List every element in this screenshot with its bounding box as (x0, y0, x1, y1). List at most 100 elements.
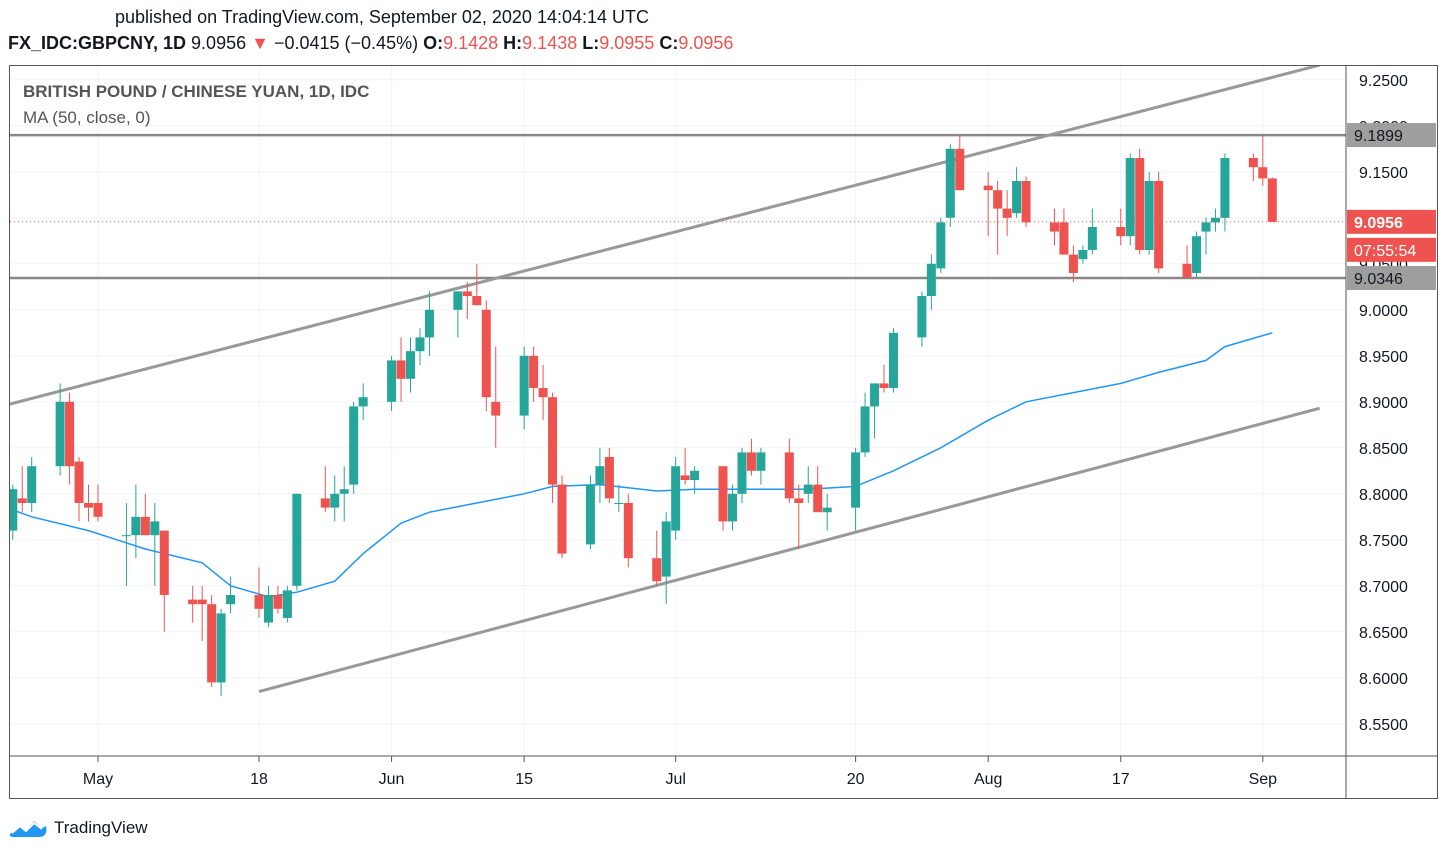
candle-body (159, 530, 169, 595)
candle-body (661, 521, 671, 577)
candle-body (557, 484, 567, 554)
price-label-box (1347, 209, 1436, 234)
candle-body (481, 309, 491, 398)
candle-body (671, 466, 681, 531)
candle-body (10, 489, 18, 531)
candle-body (1021, 181, 1031, 223)
candle-body (140, 516, 150, 536)
candle-body (955, 148, 965, 191)
candle-body (794, 498, 804, 503)
x-tick-label: Sep (1249, 771, 1278, 788)
candle-body (17, 498, 27, 503)
candle-body (860, 406, 870, 453)
candle-body (216, 613, 226, 683)
candle-body (1002, 208, 1012, 218)
y-tick-label: 8.9500 (1359, 349, 1408, 366)
candle-body (746, 452, 756, 471)
candle-body (1220, 158, 1230, 218)
y-tick-label: 8.9000 (1359, 395, 1408, 412)
candle-body (121, 535, 131, 537)
candle-body (1248, 158, 1258, 168)
candle-body (614, 503, 624, 504)
down-arrow-icon: ▼ (251, 33, 269, 53)
candle-body (358, 397, 368, 407)
x-tick-label: 20 (847, 771, 865, 788)
y-tick-label: 9.0000 (1359, 303, 1408, 320)
candle-body (320, 498, 330, 508)
candle-body (1201, 222, 1211, 232)
candle-body (870, 383, 880, 407)
candle-body (756, 452, 766, 471)
candle-body (84, 503, 94, 508)
candle-body (254, 595, 264, 609)
candle-body (1087, 227, 1097, 250)
candle-body (491, 401, 501, 416)
x-tick-label: Aug (974, 771, 1002, 788)
y-tick-label: 8.8000 (1359, 487, 1408, 504)
close-label: C: (659, 33, 679, 53)
candle-body (784, 452, 794, 499)
low-label: L: (582, 33, 600, 53)
candle-body (888, 332, 898, 388)
y-tick-label: 8.7000 (1359, 579, 1408, 596)
candle-body (1059, 222, 1069, 255)
candle-body (1116, 227, 1126, 237)
price-label-text: 07:55:54 (1354, 243, 1416, 260)
price-label-box (1347, 265, 1436, 290)
change-value: −0.0415 (−0.45%) (273, 33, 419, 53)
footer: TradingView (8, 816, 148, 840)
high-value: 9.1438 (522, 33, 578, 53)
candle-body (396, 360, 406, 379)
moving-average (10, 332, 1273, 598)
candle-body (207, 604, 217, 683)
candle-body (548, 397, 558, 485)
high-label: H: (503, 33, 523, 53)
candle-body (1267, 178, 1277, 222)
candle-body (993, 190, 1003, 209)
brand-label: TradingView (54, 818, 148, 837)
candle-body (1125, 158, 1135, 237)
candle-body (652, 558, 662, 582)
candle-body (813, 484, 823, 513)
candle-body (585, 484, 595, 545)
candle-body (945, 148, 955, 218)
candle-body (595, 466, 605, 485)
candle-body (453, 291, 463, 310)
candle-body (330, 493, 340, 508)
low-value: 9.0955 (599, 33, 655, 53)
y-tick-label: 8.6000 (1359, 671, 1408, 688)
indicator-label: MA (50, close, 0) (23, 108, 151, 127)
price-labels: 9.1899 9.0956 07:55:54 9.0346 (1347, 123, 1436, 290)
candle-body (197, 599, 207, 605)
x-tick-label: May (83, 771, 113, 788)
x-tick-label: Jun (379, 771, 405, 788)
candle-body (680, 475, 690, 480)
x-tick-label: 17 (1112, 771, 1130, 788)
candle-body (727, 493, 737, 522)
candle-body (263, 595, 273, 623)
channel-lines (10, 66, 1321, 694)
y-tick-label: 8.5500 (1359, 717, 1408, 734)
candle-body (292, 493, 302, 586)
candle-body (879, 383, 889, 388)
candle-body (349, 406, 359, 485)
candle-body (273, 595, 283, 609)
price-chart[interactable]: 9.25009.20009.15009.10009.05009.00008.95… (10, 66, 1437, 798)
price-label-box (1347, 237, 1436, 262)
candle-body (623, 503, 633, 559)
x-tick-label: 18 (250, 771, 268, 788)
ma-line (10, 332, 1273, 598)
candle-body (406, 351, 416, 379)
candle-body (983, 185, 993, 191)
channel-line (258, 406, 1321, 694)
candle-body (150, 521, 160, 536)
close-value: 9.0956 (678, 33, 734, 53)
price-label-box (1347, 123, 1436, 148)
y-tick-label: 9.2500 (1359, 73, 1408, 90)
candle-body (1258, 167, 1268, 179)
ticker-line: FX_IDC:GBPCNY, 1D 9.0956 ▼ −0.0415 (−0.4… (8, 33, 733, 54)
candle-body (1182, 263, 1192, 278)
candle-body (424, 309, 434, 338)
candle-body (74, 461, 84, 503)
tradingview-cloud-icon (9, 821, 47, 837)
